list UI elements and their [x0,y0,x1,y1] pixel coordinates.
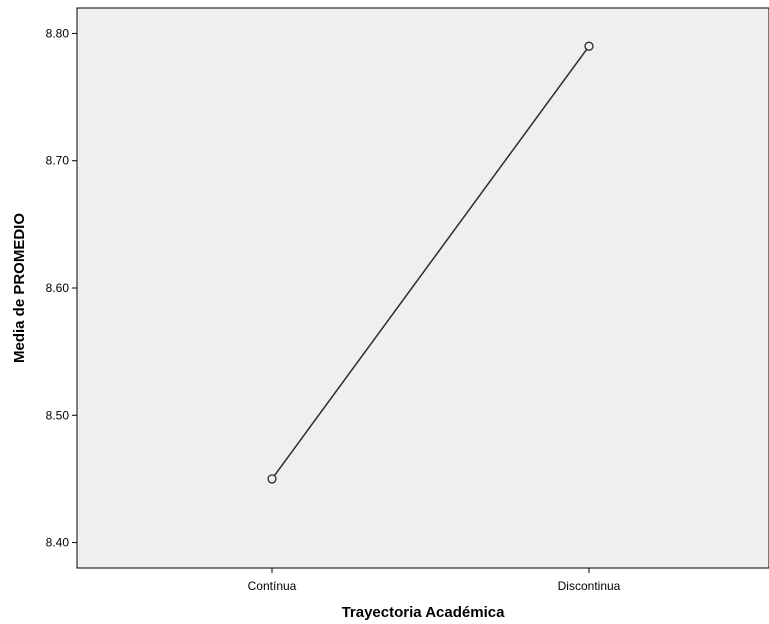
series-group [267,41,594,484]
plot-area [76,7,769,569]
y-tick-label: 8.40 [46,536,70,550]
y-tick-label: 8.80 [46,26,70,40]
y-tick-label: 8.50 [46,408,70,422]
y-tick-label: 8.70 [46,154,70,168]
y-axis-title: Media de PROMEDIO [11,213,28,363]
x-axis-ticks: Contínua Discontinua [248,568,621,593]
x-axis-title: Trayectoria Académica [342,604,506,621]
series-line [271,45,590,480]
x-tick-label: Contínua [248,579,297,593]
y-axis-ticks: 8.40 8.50 8.60 8.70 8.80 [46,26,77,550]
y-tick-label: 8.60 [46,281,70,295]
data-point [584,41,594,51]
x-tick-label: Discontinua [558,579,621,593]
data-point [267,474,277,484]
